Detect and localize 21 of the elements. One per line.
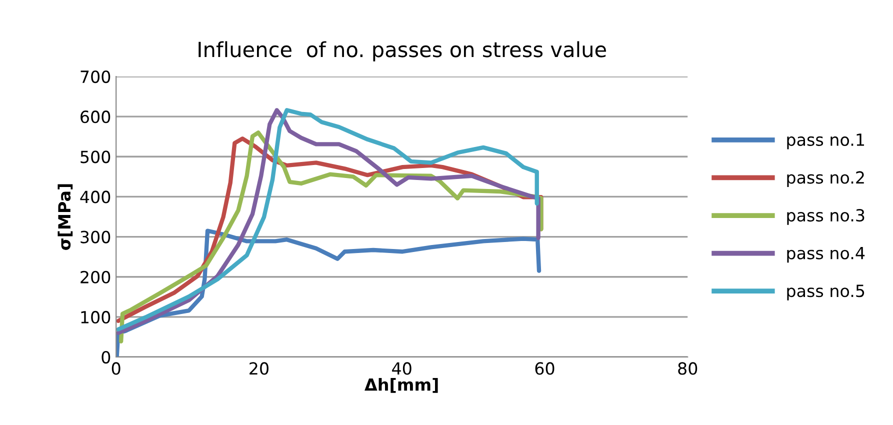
legend-label: pass no.2 <box>787 171 864 188</box>
y-axis-title: σ[MPa] <box>58 184 73 250</box>
y-tick-label: 600 <box>80 110 110 124</box>
y-tick-label: 400 <box>80 190 110 204</box>
y-tick-label: 100 <box>81 310 110 324</box>
x-tick-label: 0 <box>112 362 120 375</box>
y-tick-label: 0 <box>102 350 110 364</box>
y-tick-label: 700 <box>80 70 110 84</box>
x-axis-title: Δh[mm] <box>364 378 438 393</box>
x-tick-label: 80 <box>678 362 698 375</box>
x-tick-label: 60 <box>535 362 554 375</box>
y-tick-label: 200 <box>80 270 110 284</box>
y-tick-label: 500 <box>80 150 110 164</box>
y-tick-label: 300 <box>80 230 110 244</box>
legend-label: pass no.3 <box>787 208 864 225</box>
legend-label: pass no.5 <box>787 284 864 300</box>
x-tick-label: 40 <box>392 362 412 375</box>
legend-label: pass no.4 <box>787 246 865 263</box>
x-tick-label: 20 <box>250 362 268 375</box>
legend-label: pass no.1 <box>787 134 864 150</box>
chart-title: Influence of no. passes on stress value <box>198 41 606 62</box>
